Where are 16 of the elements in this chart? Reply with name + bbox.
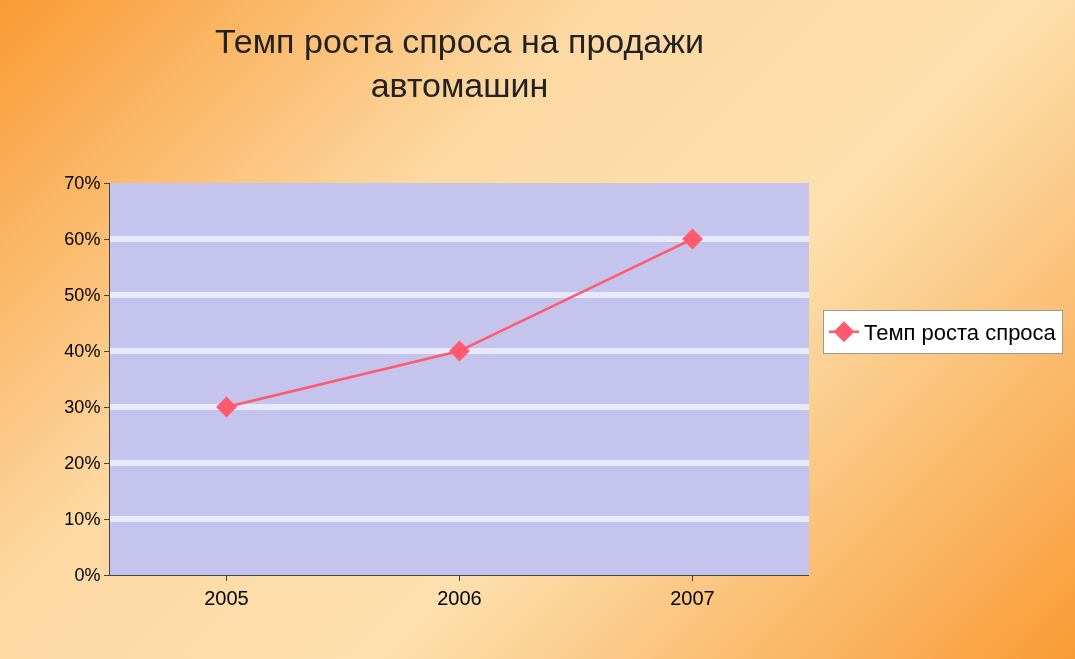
- y-tick-label: 70%: [64, 173, 101, 194]
- y-tick-label: 40%: [64, 341, 101, 362]
- y-tick-label: 50%: [64, 285, 101, 306]
- y-tick-label: 10%: [64, 509, 101, 530]
- y-tick-label: 20%: [64, 453, 101, 474]
- chart-title: Темп роста спроса на продажи автомашин: [214, 21, 705, 104]
- legend-label: Темп роста спроса: [863, 320, 1057, 346]
- point: [449, 340, 470, 362]
- y-tick-label: 30%: [64, 397, 101, 418]
- x-tick-label: 2006: [437, 587, 482, 609]
- x-tick-label: 2007: [670, 587, 715, 609]
- y-tick-label: 0%: [74, 565, 101, 586]
- x-tick-label: 2005: [204, 587, 249, 609]
- y-tick-label: 60%: [64, 229, 101, 250]
- point: [682, 228, 703, 250]
- point: [216, 396, 237, 418]
